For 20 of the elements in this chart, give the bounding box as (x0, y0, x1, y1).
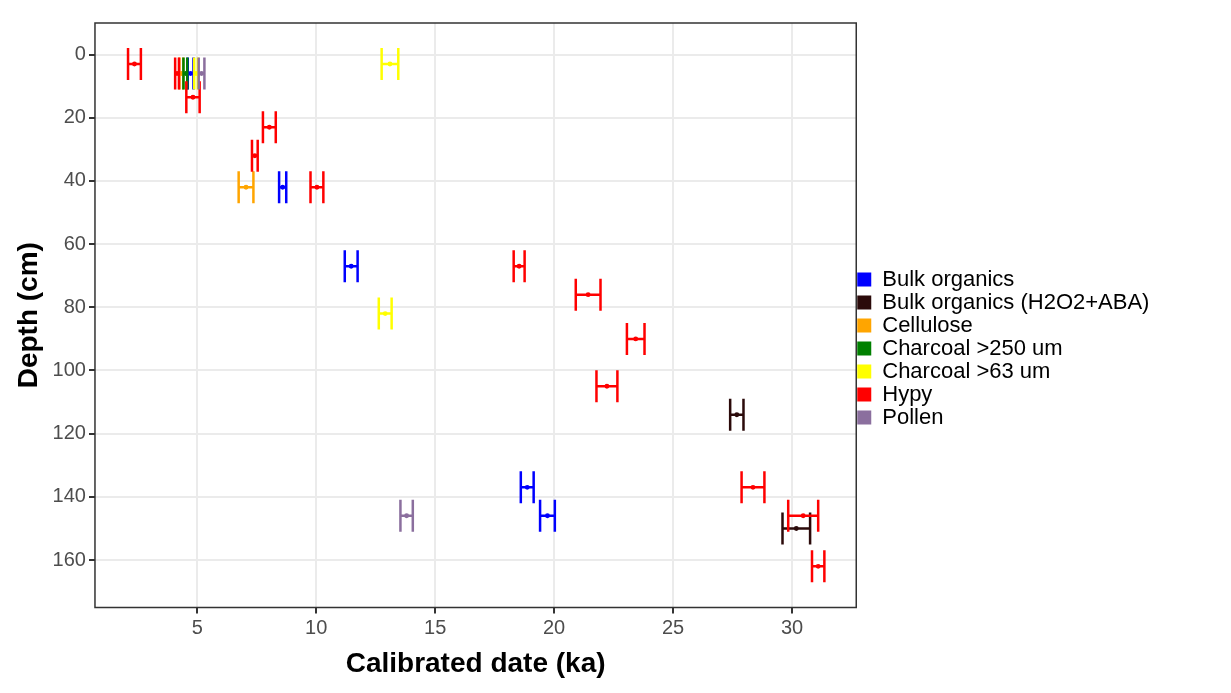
y-tick-label: 140 (52, 484, 86, 507)
y-axis-title: Depth (cm) (11, 242, 43, 389)
y-tick-label: 100 (52, 358, 86, 380)
legend-label: Charcoal >250 um (882, 334, 1063, 360)
y-tick-label: 40 (63, 168, 86, 191)
y-tick-label: 0 (74, 42, 86, 65)
y-tick-label: 160 (52, 547, 86, 570)
x-tick-label: 25 (661, 615, 685, 638)
legend-label: Bulk organics (882, 265, 1015, 291)
x-tick-label: 15 (424, 615, 447, 638)
legend-label: Charcoal >63 um (882, 357, 1051, 383)
x-tick-label: 20 (542, 615, 566, 638)
y-tick-label: 60 (63, 231, 86, 254)
y-tick-label: 20 (63, 105, 86, 128)
x-tick-label: 10 (305, 615, 328, 638)
x-axis-title: Calibrated date (ka) (345, 646, 606, 678)
x-tick-label: 5 (191, 615, 203, 638)
y-tick-label: 80 (63, 294, 86, 317)
y-tick-label: 120 (52, 421, 86, 444)
x-tick-label: 30 (780, 615, 804, 638)
